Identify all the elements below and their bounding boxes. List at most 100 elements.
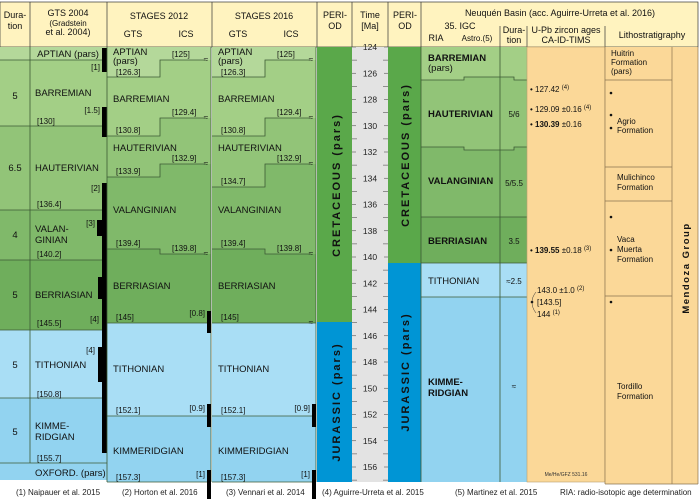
formation-agrio: Agrio <box>617 117 636 126</box>
upb-age: 144 (1) <box>537 310 560 319</box>
header-gts2004-author: (Gradstein <box>49 19 86 28</box>
duration-value: ≈2.5 <box>506 277 522 286</box>
duration-value: 5 <box>12 91 17 102</box>
time-tick-label: 154 <box>363 436 377 446</box>
formation-tordillo: Formation <box>617 392 653 401</box>
uncertainty-label: [3] <box>86 219 95 228</box>
footer-references: (1) Naipauer et al. 2015 (2) Horton et a… <box>16 488 692 497</box>
reference-3: (3) Vennari et al. 2014 <box>226 488 305 497</box>
duration-value: 6.5 <box>8 163 21 174</box>
group-mendoza: Mendoza Group <box>681 222 692 313</box>
stage-kimmeridgian: KIMME- <box>428 377 463 388</box>
uncertainty-label: [4] <box>86 346 95 355</box>
time-tick-label: 126 <box>363 68 377 78</box>
uncertainty-bar <box>102 107 107 137</box>
uncertainty-label: [0.9] <box>294 404 310 413</box>
stage-aptian: (pars) <box>218 56 243 67</box>
stage-kimmeridgian: RIDGIAN <box>428 388 468 399</box>
approx-icon: ≈ <box>204 55 209 64</box>
period-column-gts: CRETACEOUS (pars) JURASSIC (pars) <box>317 47 352 482</box>
header-gts: GTS <box>124 29 143 39</box>
uncertainty-label: [1.5] <box>84 106 100 115</box>
boundary-age-ics: [139.8] <box>277 244 301 253</box>
stage-hauterivian: HAUTERIVIAN <box>35 163 99 174</box>
header-stages2016: STAGES 2016 <box>235 11 293 21</box>
time-tick-label: 128 <box>363 95 377 105</box>
stage-tithonian: TITHONIAN <box>113 364 164 375</box>
header-upb: CA-ID-TIMS <box>542 35 591 45</box>
header-period: OD <box>398 21 412 31</box>
time-tick-label: 132 <box>363 147 377 157</box>
time-scale: 124 126 128 130 132 134 136 138 140 142 144 146 148 1… <box>352 42 388 482</box>
reference-ria: RIA: radio-isotopic age determination <box>560 488 692 497</box>
upb-age: • 139.55 ±0.18 (3) <box>530 246 591 255</box>
stage-hauterivian: HAUTERIVIAN <box>218 143 282 154</box>
time-tick-label: 148 <box>363 357 377 367</box>
time-tick-label: 152 <box>363 410 377 420</box>
stage-kimmeridgian: KIMMERIDGIAN <box>113 446 184 457</box>
header-astro: Astro.(5) <box>462 34 493 43</box>
duration-value: 5/6 <box>508 110 520 119</box>
approx-icon: ≈ <box>309 113 314 122</box>
uncertainty-bar <box>102 48 107 72</box>
boundary-age-gts: [139.4] <box>116 239 140 248</box>
formation-huitrin: Formation <box>611 58 647 67</box>
stages2012-column: APTIAN (pars) [126.3] [125] ≈ BARREMIAN … <box>106 47 212 499</box>
header-upb: U-Pb zircon ages <box>531 25 601 35</box>
boundary-age-gts: [126.3] <box>221 68 245 77</box>
time-tick-label: 140 <box>363 252 377 262</box>
uncertainty-label: [1] <box>196 470 205 479</box>
uncertainty-label: [2] <box>91 184 100 193</box>
boundary-age-ics: [125] <box>277 50 295 59</box>
uncertainty-bar <box>98 277 107 299</box>
header-duration: tion <box>507 35 522 45</box>
formation-mulichinco: Mulichinco <box>617 173 655 182</box>
header-time: [Ma] <box>361 21 379 31</box>
uncertainty-bar <box>98 347 107 382</box>
stage-aptian: APTIAN <box>218 47 252 58</box>
stage-valanginian: VALAN- <box>35 224 69 235</box>
header-period: PERI- <box>393 10 417 20</box>
upb-age: [143.5] <box>537 298 561 307</box>
uncertainty-bar <box>207 470 211 499</box>
boundary-age: [145] <box>221 313 239 322</box>
stages2016-column: APTIAN (pars) [126.3] [125] ≈ BARREMIAN … <box>212 47 317 499</box>
time-tick-label: 142 <box>363 278 377 288</box>
boundary-age: [152.1] <box>116 406 140 415</box>
header-ics: ICS <box>283 29 298 39</box>
stage-valanginian: VALANGINIAN <box>218 205 281 216</box>
stage-tithonian: TITHONIAN <box>428 276 479 287</box>
approx-icon: ≈ <box>309 249 314 258</box>
header-duration: Dura- <box>4 10 27 20</box>
header-time: Time <box>360 10 380 20</box>
boundary-age: [136.4] <box>37 200 61 209</box>
time-tick-label: 138 <box>363 226 377 236</box>
gts2004-column: APTIAN (pars) [1] 5 BARREMIAN [1.5] [130… <box>0 47 107 480</box>
stage-valanginian: VALANGINIAN <box>113 205 176 216</box>
stage-barremian: BARREMIAN <box>113 94 170 105</box>
stage-oxfordian: OXFORD. (pars) <box>35 468 106 479</box>
stage-barremian: BARREMIAN <box>428 53 486 64</box>
duration-value: 5 <box>12 427 17 438</box>
time-tick-label: 134 <box>363 173 377 183</box>
formation-vaca-muerta: Vaca <box>617 235 635 244</box>
duration-value: 4 <box>12 230 17 241</box>
reference-5: (5) Martinez et al. 2015 <box>455 488 538 497</box>
formation-mulichinco: Formation <box>617 183 653 192</box>
duration-value: 3.5 <box>508 237 520 246</box>
header-gts: GTS <box>229 29 248 39</box>
stage-valanginian: VALANGINIAN <box>428 176 493 187</box>
boundary-age-ics: [132.9] <box>277 154 301 163</box>
boundary-age: [145] <box>116 313 134 322</box>
approx-icon: ≈ <box>204 113 209 122</box>
duration-value: ≈ <box>512 382 517 391</box>
uncertainty-bar <box>97 220 107 236</box>
uncertainty-bar <box>312 470 316 499</box>
reference-2: (2) Horton et al. 2016 <box>122 488 198 497</box>
stage-aptian: (pars) <box>113 56 138 67</box>
boundary-age-gts: [133.9] <box>116 167 140 176</box>
duration-value: 5/5.5 <box>505 179 523 188</box>
period-jurassic: JURASSIC (pars) <box>400 312 412 431</box>
formation-vaca-muerta: Formation <box>617 255 653 264</box>
uncertainty-label: [0.9] <box>189 404 205 413</box>
